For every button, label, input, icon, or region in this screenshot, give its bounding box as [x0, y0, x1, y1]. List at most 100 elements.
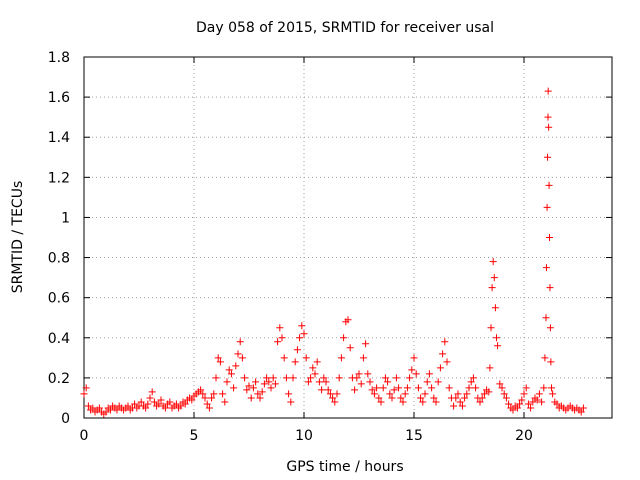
data-points	[80, 87, 587, 418]
x-tick-label: 0	[80, 428, 89, 444]
data-point	[496, 380, 504, 388]
data-point	[315, 378, 323, 386]
data-point	[469, 374, 477, 382]
data-point	[313, 358, 321, 366]
data-point	[331, 398, 339, 406]
data-point	[106, 406, 114, 414]
data-point	[252, 378, 260, 386]
data-point	[410, 354, 418, 362]
data-point	[542, 314, 550, 322]
data-point	[406, 374, 414, 382]
data-point	[166, 398, 174, 406]
data-point	[390, 386, 398, 394]
y-tick-label: 1.4	[48, 130, 70, 146]
data-point	[304, 378, 312, 386]
data-point	[260, 380, 268, 388]
grid-lines	[84, 57, 612, 418]
y-tick-label: 0.8	[48, 251, 70, 267]
data-point	[486, 364, 494, 372]
data-point	[553, 400, 561, 408]
data-point	[538, 398, 546, 406]
data-point	[95, 404, 103, 412]
data-point	[359, 354, 367, 362]
data-point	[243, 386, 251, 394]
data-point	[142, 404, 150, 412]
data-point	[488, 284, 496, 292]
data-point	[494, 342, 502, 350]
data-point	[144, 400, 152, 408]
data-point	[545, 181, 553, 189]
data-point	[547, 358, 555, 366]
data-point	[296, 334, 304, 342]
data-point	[355, 370, 363, 378]
data-point	[267, 384, 275, 392]
data-point	[177, 402, 185, 410]
data-point	[546, 234, 554, 241]
data-point	[80, 390, 88, 398]
data-point	[161, 404, 169, 412]
x-tick-label: 10	[295, 428, 313, 444]
data-point	[544, 87, 552, 95]
data-point	[401, 390, 409, 398]
data-point	[214, 354, 222, 362]
data-point	[274, 338, 282, 346]
data-point	[414, 384, 422, 392]
data-point	[258, 388, 266, 396]
data-point	[236, 338, 244, 346]
data-point	[216, 358, 224, 366]
data-point	[197, 386, 205, 394]
data-point	[320, 374, 328, 382]
data-point	[485, 388, 493, 396]
data-point	[425, 370, 433, 378]
data-point	[399, 398, 407, 406]
data-point	[221, 398, 229, 406]
data-point	[124, 402, 132, 410]
data-point	[384, 378, 392, 386]
data-point	[545, 123, 553, 131]
data-point	[544, 153, 552, 161]
data-point	[417, 394, 425, 402]
data-point	[493, 334, 500, 342]
data-point	[533, 396, 541, 404]
data-point	[461, 394, 469, 402]
data-point	[357, 380, 365, 388]
data-point	[543, 203, 551, 211]
data-point	[234, 350, 242, 358]
data-point	[205, 404, 213, 412]
x-axis-label: GPS time / hours	[286, 459, 403, 475]
data-point	[82, 384, 90, 392]
data-point	[458, 402, 466, 410]
data-point	[370, 390, 378, 398]
data-point	[436, 364, 444, 372]
data-point	[490, 274, 498, 282]
data-point	[546, 284, 554, 292]
data-point	[155, 400, 163, 408]
data-point	[212, 374, 220, 382]
data-point	[287, 398, 295, 406]
data-point	[408, 366, 416, 374]
data-point	[522, 384, 530, 392]
data-point	[291, 358, 299, 366]
data-point	[395, 384, 403, 392]
data-point	[549, 390, 557, 398]
data-point	[577, 408, 585, 416]
data-point	[489, 258, 497, 266]
data-point	[150, 398, 158, 406]
data-point	[478, 394, 486, 402]
y-tick-label: 1.8	[48, 50, 70, 66]
data-point	[452, 394, 460, 402]
data-point	[441, 338, 449, 346]
data-point	[238, 354, 246, 362]
y-axis-label: SRMTID / TECUs	[10, 181, 26, 294]
y-tick-label: 1.2	[48, 170, 70, 186]
data-point	[146, 394, 154, 402]
data-point	[249, 384, 257, 392]
data-point	[386, 390, 394, 398]
data-point	[293, 346, 301, 354]
data-point	[546, 324, 554, 332]
data-point	[480, 390, 488, 398]
data-point	[434, 378, 442, 386]
data-point	[307, 374, 315, 382]
data-point	[465, 384, 473, 392]
data-point	[548, 384, 555, 392]
